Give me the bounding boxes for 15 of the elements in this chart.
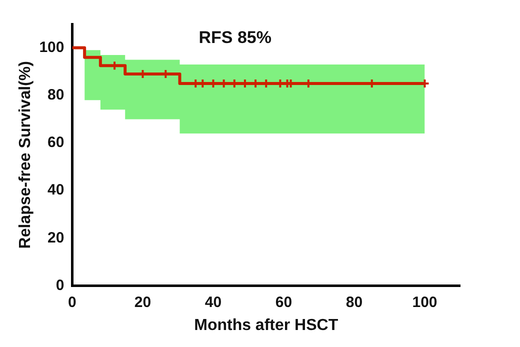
x-tick-label: 0: [68, 294, 76, 311]
y-tick-label: 20: [48, 229, 64, 246]
y-axis-title: Relapse-free Survival(%): [17, 61, 34, 249]
x-axis-title: Months after HSCT: [194, 316, 338, 334]
y-tick-label: 80: [48, 86, 64, 104]
x-tick-label: 100: [412, 294, 438, 311]
y-tick-label: 40: [48, 182, 64, 199]
y-tick-label: 0: [56, 276, 64, 294]
y-tick-label: 100: [39, 38, 64, 56]
y-tick-label: 60: [48, 134, 64, 152]
x-tick-label: 60: [275, 294, 292, 311]
annotation: RFS 85%: [198, 28, 272, 48]
x-tick-label: 40: [204, 294, 222, 311]
x-tick-label: 80: [346, 294, 363, 311]
x-tick-label: 20: [134, 294, 152, 311]
